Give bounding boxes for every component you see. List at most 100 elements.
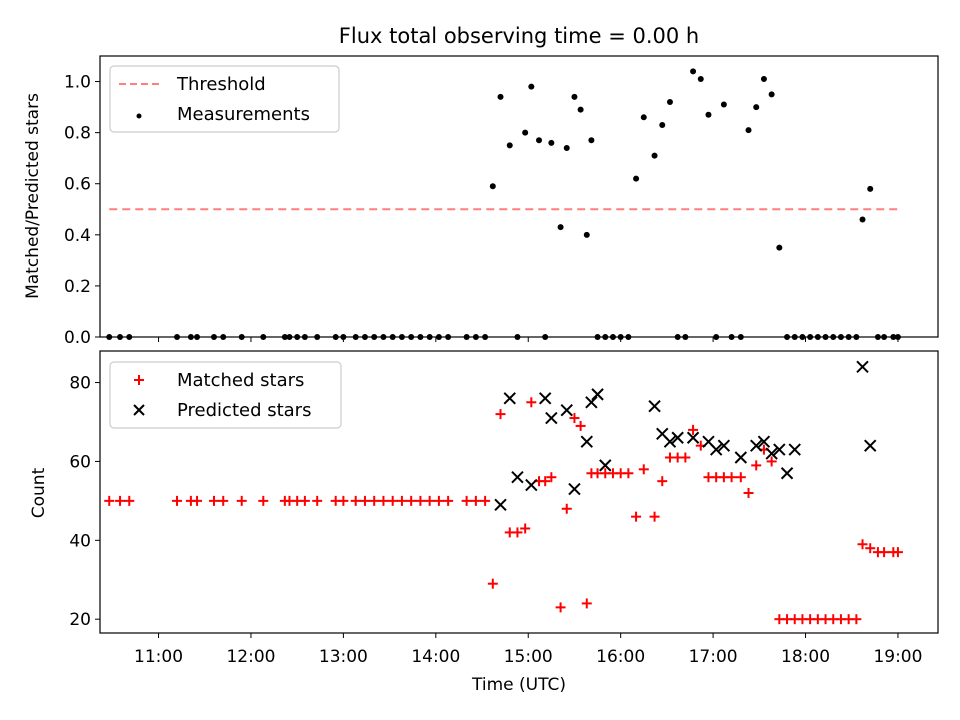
bottom-y-tick-label: 80 <box>69 374 91 394</box>
measurement-point <box>563 144 570 151</box>
matched-star-point <box>396 495 407 506</box>
predicted-star-point <box>585 396 598 409</box>
measurement-point <box>633 175 640 182</box>
top-legend: Threshold Measurements <box>109 65 340 133</box>
legend-predicted-swatch <box>133 404 145 416</box>
matched-star-point <box>631 511 642 522</box>
matched-star-point <box>415 495 426 506</box>
legend-threshold-label: Threshold <box>176 74 266 95</box>
matched-star-point <box>387 495 398 506</box>
predicted-star-point <box>671 431 684 444</box>
bottom-y-tick-label: 20 <box>69 610 91 630</box>
matched-star-point <box>480 495 491 506</box>
matched-star-point <box>857 539 868 550</box>
predicted-star-point <box>494 498 507 512</box>
predicted-x-b <box>568 482 581 496</box>
matched-star-point <box>218 495 229 506</box>
bottom-y-tick-label: 60 <box>69 452 91 472</box>
predicted-star-point <box>560 403 573 417</box>
predicted-x-b <box>591 388 604 401</box>
measurement-point <box>666 98 673 105</box>
matched-star-point <box>299 495 310 506</box>
top-y-ticks: 0.0 0.2 0.4 0.6 0.8 1.0 <box>64 73 100 348</box>
predicted-x-b <box>585 396 598 409</box>
matched-star-point <box>892 547 903 558</box>
predicted-x-b <box>580 435 593 448</box>
bottom-x-ticks: 11:00 12:00 13:00 14:00 15:00 16:00 17:00 18:00… <box>134 633 922 667</box>
top-axes-frame <box>99 55 939 338</box>
measurement-point <box>753 104 760 111</box>
measurement-point <box>745 127 752 134</box>
predicted-star-point <box>686 431 700 444</box>
matched-star-point <box>726 472 737 483</box>
bottom-x-tick-label: 11:00 <box>134 647 183 667</box>
measurement-point <box>489 183 496 190</box>
matched-star-point <box>258 495 269 506</box>
legend-matched-swatch <box>134 375 144 385</box>
top-y-tick-label: 0.0 <box>64 328 91 348</box>
predicted-x-b <box>757 435 771 448</box>
matched-star-point <box>124 495 135 506</box>
measurement-point <box>536 137 543 144</box>
predicted-star-point <box>663 435 677 448</box>
matched-star-point <box>104 495 115 506</box>
measurement-point <box>583 231 590 238</box>
bottom-x-axis-label: Time (UTC) <box>471 675 566 695</box>
top-y-tick-label: 0.2 <box>64 277 91 297</box>
top-y-axis-label: Matched/Predicted stars <box>23 93 43 299</box>
measurement-point <box>776 244 783 251</box>
matched-star-point <box>350 495 361 506</box>
matched-star-point <box>735 472 746 483</box>
matched-star-point <box>236 495 247 506</box>
matched-star-point <box>461 495 472 506</box>
measurement-point <box>651 152 658 159</box>
predicted-x-b <box>656 427 669 441</box>
predicted-star-point <box>773 443 786 456</box>
matched-star-point <box>470 495 481 506</box>
bottom-x-tick-label: 13:00 <box>319 647 368 667</box>
predicted-x-b <box>545 411 558 425</box>
predicted-x-b <box>511 471 524 484</box>
matched-star-point <box>406 495 417 506</box>
predicted-x-b <box>717 439 731 452</box>
top-chart-title: Flux total observing time = 0.00 h <box>339 24 699 48</box>
matched-star-point <box>555 602 566 613</box>
bottom-y-tick-label: 40 <box>69 531 91 551</box>
predicted-star-point <box>580 435 593 448</box>
predicted-x-b <box>734 451 748 464</box>
predicted-x-b <box>525 478 538 492</box>
top-y-tick-label: 0.6 <box>64 175 91 195</box>
predicted-x-b <box>780 467 794 480</box>
predicted-x-b <box>773 443 786 456</box>
measurement-point <box>760 75 767 82</box>
matched-star-point <box>546 472 557 483</box>
predicted-x-b <box>765 447 778 460</box>
measurement-point <box>506 142 513 149</box>
bottom-legend: Matched stars Predicted stars <box>109 361 342 429</box>
matched-star-point <box>512 527 523 538</box>
matched-star-point <box>751 460 762 471</box>
matched-star-point <box>575 420 586 431</box>
matched-star-point <box>192 495 203 506</box>
measurement-point <box>720 101 727 108</box>
matched-star-point <box>581 598 592 609</box>
measurement-point <box>497 93 504 100</box>
predicted-star-point <box>750 439 763 452</box>
top-y-tick-label: 0.4 <box>64 226 91 246</box>
predicted-x-b <box>538 392 552 405</box>
matched-star-point <box>540 476 551 487</box>
matched-star-point <box>424 495 435 506</box>
measurement-point <box>577 106 584 113</box>
measurement-point <box>690 68 697 75</box>
predicted-x-b <box>663 435 677 448</box>
bottom-y-axis-label: Count <box>29 467 49 518</box>
predicted-star-point <box>511 471 524 484</box>
predicted-star-point <box>788 443 801 456</box>
matched-star-point <box>561 503 572 514</box>
measurement-point <box>571 93 578 100</box>
predicted-x-b <box>788 443 801 456</box>
legend-measurements-swatch <box>136 113 142 119</box>
measurement-point <box>705 111 712 118</box>
predicted-x-b <box>494 498 507 512</box>
predicted-star-point <box>525 478 538 492</box>
